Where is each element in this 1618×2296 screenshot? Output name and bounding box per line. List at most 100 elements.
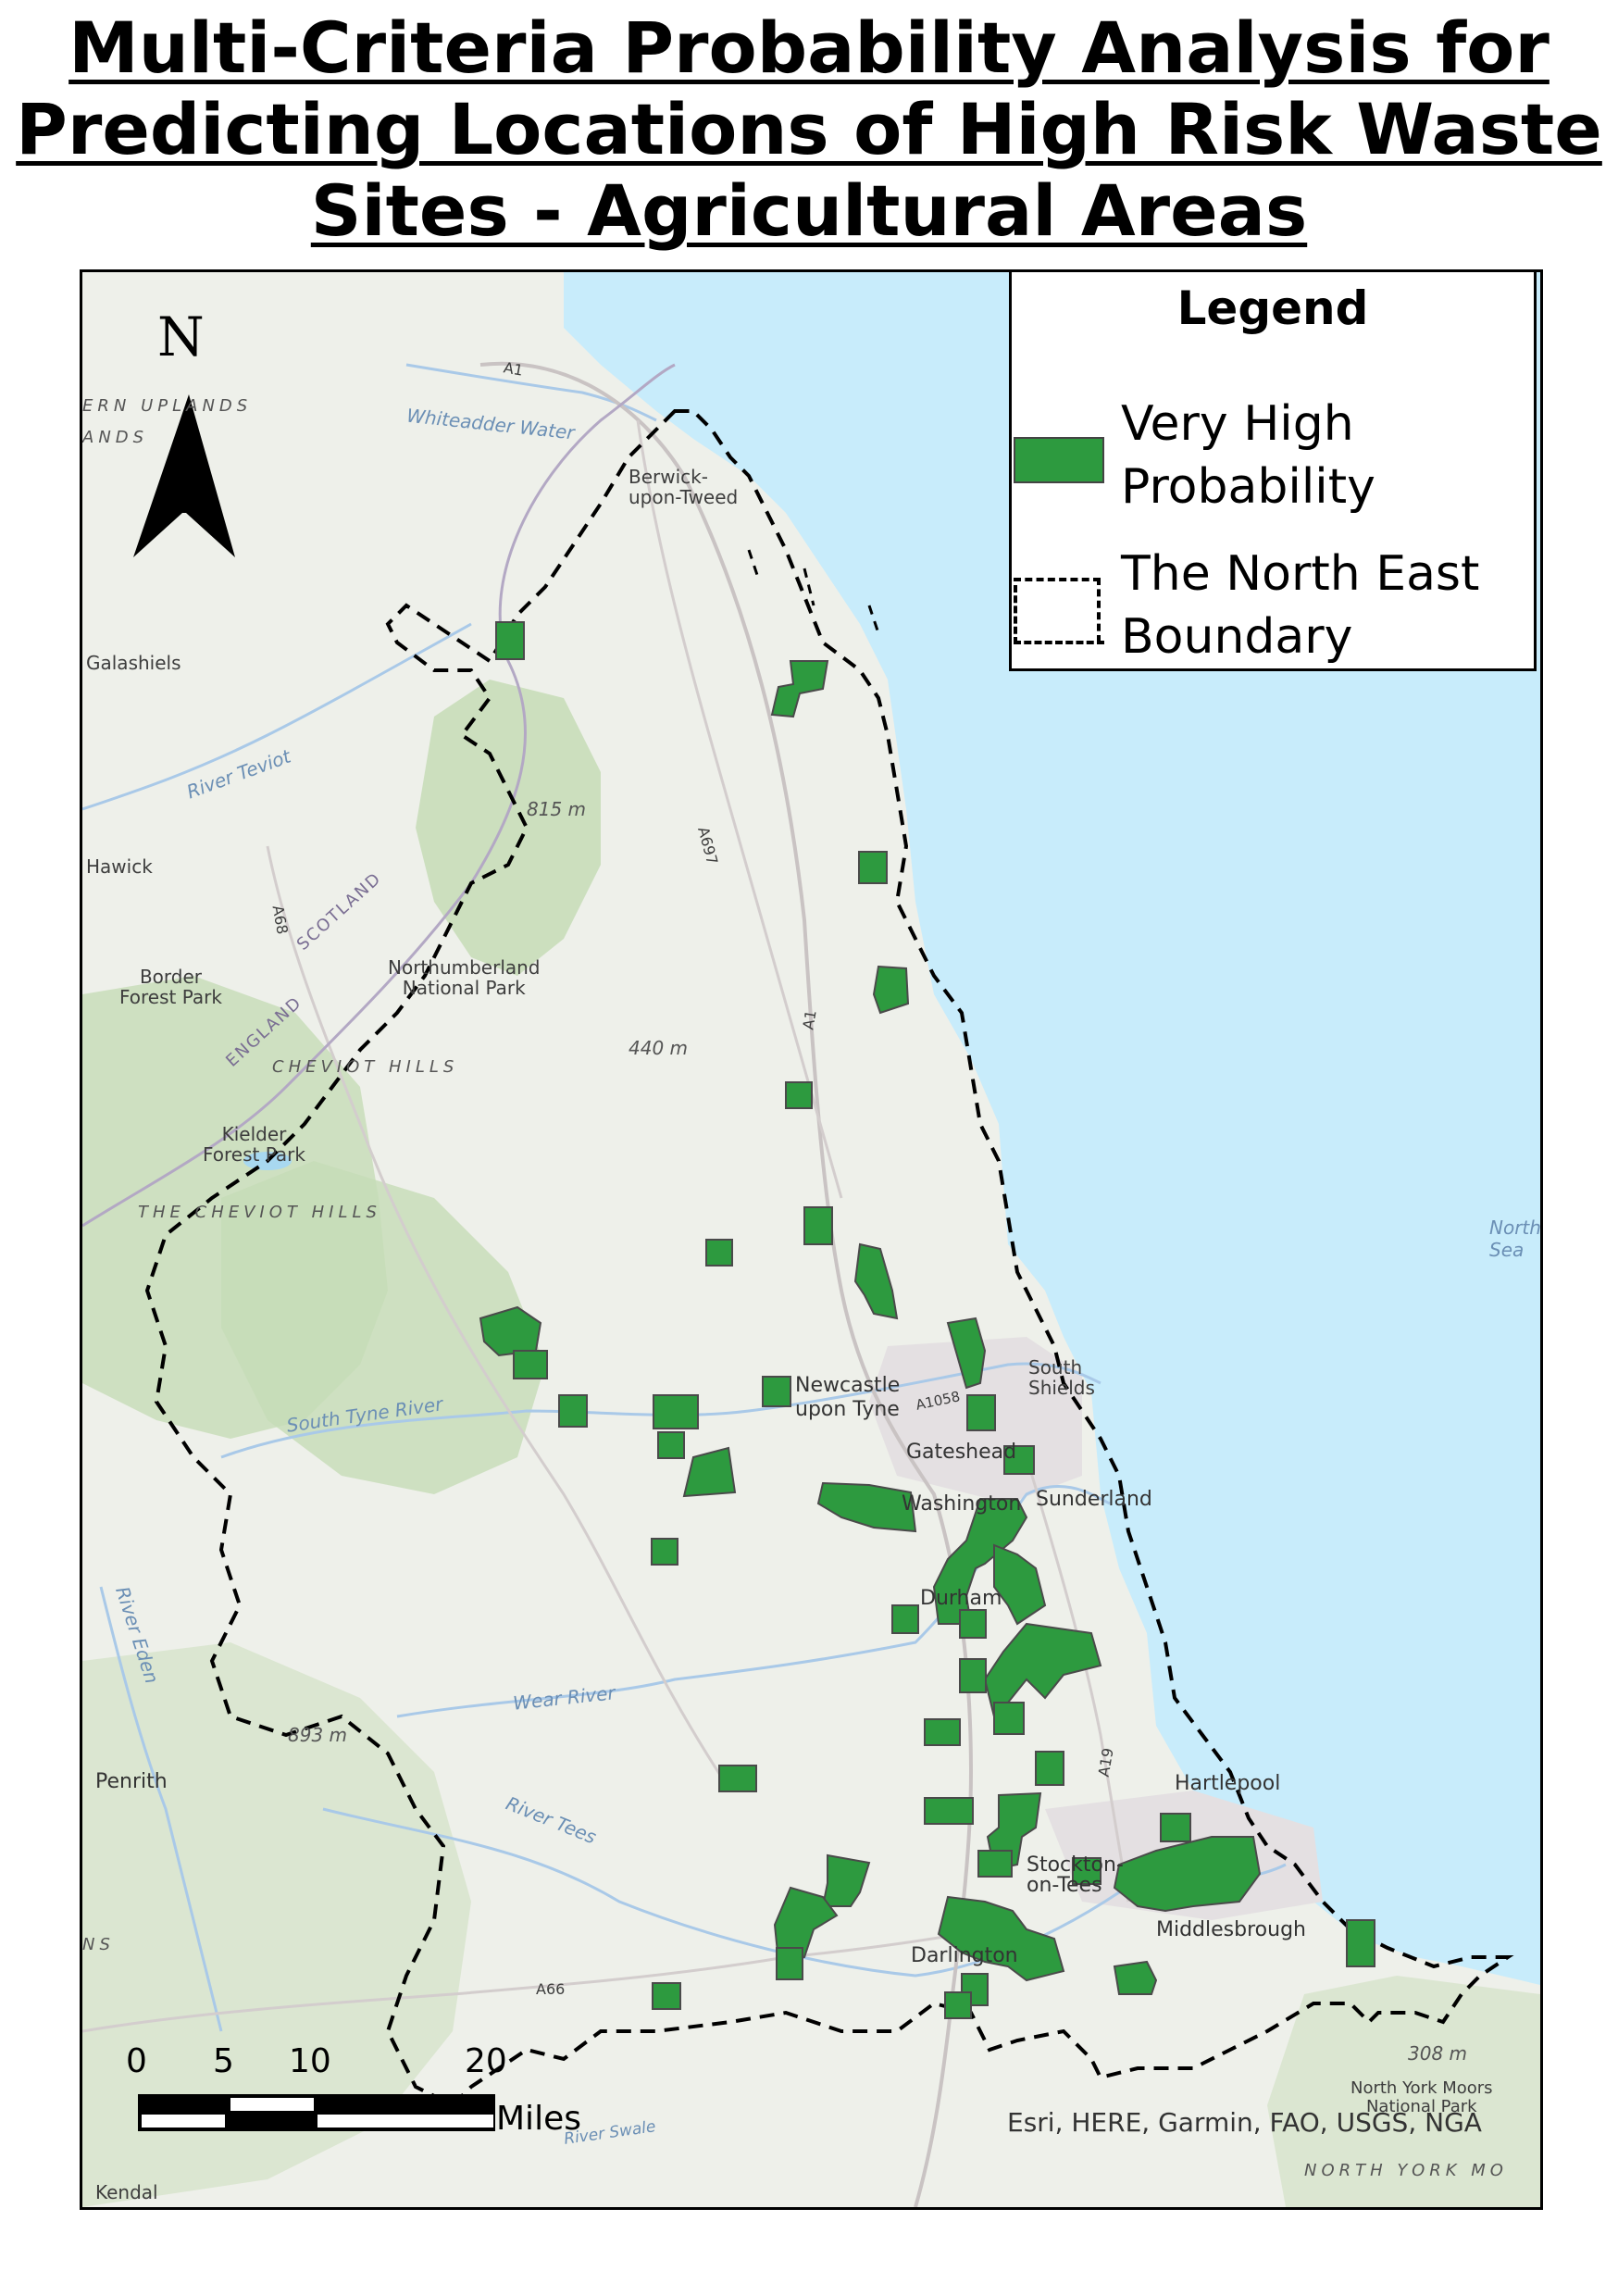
label-road-a66: A66	[536, 1980, 566, 1998]
label-berwick-line2: upon-Tweed	[629, 486, 739, 508]
site-polygon[interactable]	[653, 1394, 699, 1429]
site-polygon[interactable]	[891, 1604, 919, 1634]
site-polygon[interactable]	[932, 1498, 1028, 1625]
attribution-credit: Esri, HERE, Garmin, FAO, USGS, NGA	[1007, 2107, 1482, 2138]
label-kendal: Kendal	[95, 2181, 158, 2203]
site-polygon[interactable]	[944, 1991, 972, 2019]
site-polygon[interactable]	[682, 1446, 737, 1498]
scale-bar-segment	[317, 2115, 493, 2128]
label-middlesbrough: Middlesbrough	[1156, 1918, 1306, 1941]
north-arrow-label: N	[157, 306, 205, 368]
moors-upland	[1267, 1976, 1540, 2207]
label-penrith: Penrith	[95, 1770, 168, 1793]
site-polygon[interactable]	[785, 1081, 813, 1109]
site-polygon[interactable]	[983, 1622, 1102, 1718]
site-polygon[interactable]	[776, 1947, 803, 1980]
site-polygon[interactable]	[770, 660, 829, 718]
site-polygon[interactable]	[946, 1316, 987, 1390]
north-east-boundary	[144, 409, 1514, 2108]
label-berwick: Berwick- upon-Tweed	[629, 467, 738, 507]
south-tyne-river	[220, 1362, 1101, 1459]
legend-title: Legend	[1176, 281, 1369, 335]
scale-bar-segment	[142, 2115, 225, 2128]
legend-boundary-swatch-top	[1014, 578, 1101, 581]
site-polygon[interactable]	[977, 1850, 1013, 1878]
scale-bar-units: Miles	[496, 2100, 581, 2138]
site-polygon[interactable]	[651, 1538, 678, 1566]
site-polygon[interactable]	[705, 1239, 733, 1267]
coastal-islands-boundary	[747, 549, 880, 634]
site-polygon[interactable]	[1113, 1960, 1158, 1995]
site-polygon[interactable]	[959, 1658, 987, 1693]
site-polygon[interactable]	[966, 1394, 996, 1431]
cheviot-uplands	[416, 680, 601, 976]
site-polygon[interactable]	[821, 1853, 871, 1907]
site-polygon[interactable]	[816, 1481, 917, 1533]
legend-boundary-label-line1: The North East	[1121, 546, 1480, 602]
site-polygon[interactable]	[495, 621, 525, 660]
label-washington: Washington	[902, 1492, 1022, 1516]
map-canvas[interactable]	[82, 272, 1540, 2207]
label-galashiels: Galashiels	[86, 652, 181, 674]
scale-tick-5: 5	[213, 2042, 234, 2080]
site-polygon[interactable]	[993, 1702, 1025, 1735]
label-border-forest-line1: Border	[139, 966, 203, 988]
kielder-forest	[221, 1161, 545, 1494]
site-polygon[interactable]	[773, 1886, 839, 1964]
site-polygon[interactable]	[652, 1982, 681, 2010]
label-stockton-line1: Stockton-	[1027, 1853, 1124, 1877]
legend-boundary-label-line2: Boundary	[1121, 609, 1353, 665]
label-stockton-line2: on-Tees	[1027, 1874, 1102, 1897]
site-polygon[interactable]	[872, 965, 910, 1015]
site-polygon[interactable]	[1035, 1751, 1064, 1786]
label-north-york-moors: North York Moors National Park	[1350, 2079, 1493, 2116]
label-newcastle: Newcastle upon Tyne	[795, 1374, 900, 1422]
label-ns: NS	[82, 1935, 115, 1954]
site-polygon[interactable]	[858, 851, 888, 884]
label-northumberland-line1: Northumberland	[388, 956, 541, 979]
site-polygon[interactable]	[993, 1543, 1047, 1626]
site-polygon[interactable]	[1113, 1836, 1262, 1913]
site-polygon[interactable]	[924, 1797, 974, 1825]
site-polygon[interactable]	[853, 1242, 899, 1320]
label-kielder: Kielder Forest Park	[203, 1124, 305, 1165]
label-sunderland: Sunderland	[1036, 1488, 1152, 1511]
site-polygon[interactable]	[803, 1206, 833, 1245]
site-polygon[interactable]	[1160, 1813, 1191, 1842]
label-elevation-815: 815 m	[527, 798, 587, 820]
a68-road	[266, 845, 732, 1791]
label-south-shields: South Shields	[1028, 1357, 1095, 1398]
legend-box: Legend Very High Probability The North E…	[1009, 269, 1537, 671]
site-polygon[interactable]	[513, 1350, 548, 1379]
label-road-a1-north: A1	[502, 358, 525, 380]
label-north-sea-line2: Sea	[1489, 1239, 1525, 1261]
a19-road	[1025, 1456, 1130, 1903]
site-polygon[interactable]	[718, 1765, 757, 1792]
scale-tick-0: 0	[126, 2042, 147, 2080]
site-polygon[interactable]	[762, 1376, 791, 1407]
label-north-sea: North Sea	[1489, 1217, 1540, 1261]
label-north-york-moors-region: NORTH YORK MO	[1304, 2161, 1508, 2180]
teviot-river	[82, 622, 472, 811]
site-polygon[interactable]	[959, 1609, 987, 1639]
site-polygon[interactable]	[924, 1718, 961, 1746]
site-polygon[interactable]	[1346, 1919, 1375, 1967]
label-south-shields-line1: South	[1028, 1356, 1083, 1379]
site-polygon[interactable]	[1003, 1445, 1035, 1475]
very-high-probability-sites[interactable]	[479, 621, 1375, 2019]
label-berwick-line1: Berwick-	[629, 466, 708, 488]
site-polygon[interactable]	[558, 1394, 588, 1428]
site-polygon[interactable]	[657, 1431, 685, 1459]
label-newcastle-line2: upon Tyne	[795, 1398, 900, 1421]
scotland-border	[82, 363, 676, 1228]
label-hartlepool: Hartlepool	[1175, 1772, 1281, 1795]
label-northumberland-line2: National Park	[402, 977, 526, 999]
label-hawick: Hawick	[86, 855, 153, 878]
site-polygon[interactable]	[937, 1895, 1065, 1982]
legend-site-label: Very High Probability	[1121, 393, 1375, 518]
site-polygon[interactable]	[1072, 1857, 1101, 1885]
eden-river	[99, 1586, 223, 2032]
wear-river	[396, 1485, 1111, 1718]
scale-tick-10: 10	[289, 2042, 331, 2080]
label-darlington: Darlington	[911, 1944, 1018, 1967]
